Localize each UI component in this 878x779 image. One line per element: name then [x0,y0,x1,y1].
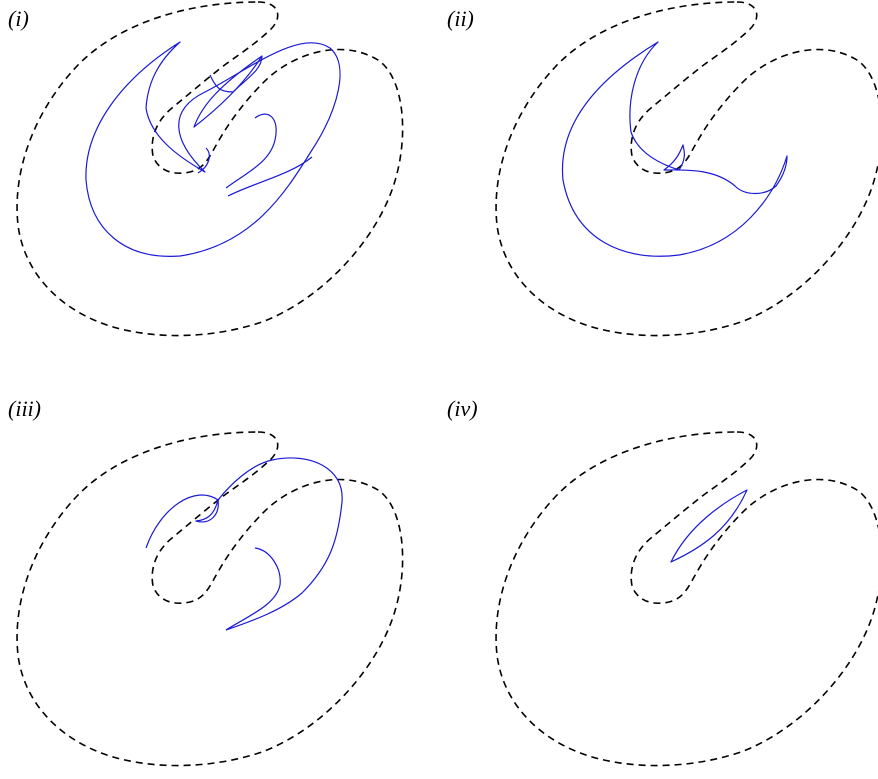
caustic-lower-branch [225,547,281,631]
figure-ii [495,1,878,337]
panel-label: (iv) [447,396,478,421]
figure-iv [495,431,878,767]
panel-label: (iii) [8,396,41,421]
panel-label: (i) [8,6,29,31]
panel-label: (ii) [447,6,474,31]
caustic-lens [670,489,748,563]
panel-ii: (ii) [439,0,878,389]
caustic-outer-loop [85,41,341,257]
dashed-boundary [16,1,404,337]
panel-iii: (iii) [0,390,439,779]
panel-i: (i) [0,0,439,389]
caustic-inner-lens [193,55,263,128]
figure-iii [16,431,404,767]
caustic-swallowtail [197,55,313,197]
dashed-boundary [495,1,878,337]
panel-iv: (iv) [439,390,878,779]
dashed-boundary [16,431,404,767]
caustic-upper-arc [145,457,343,631]
dashed-boundary [495,431,878,767]
caustic-curve [561,41,788,257]
figure-i [16,1,404,337]
